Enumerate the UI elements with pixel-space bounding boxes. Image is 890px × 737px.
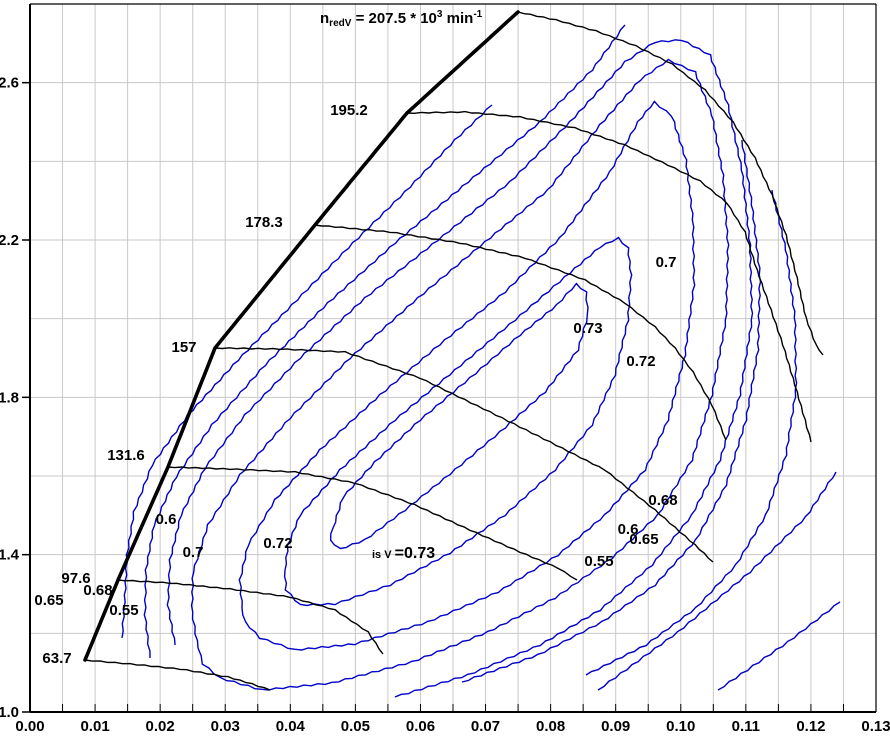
speed-line-157 xyxy=(214,347,714,563)
speed-line-labels: 63.7 97.6 131.6 157 178.3 195.2 xyxy=(42,102,367,667)
x-tick-label: 0.12 xyxy=(796,718,825,735)
efficiency-label-0.6: 0.6 xyxy=(156,511,177,528)
efficiency-contour-outer xyxy=(597,471,837,691)
y-tick-label: 1.8 xyxy=(0,389,19,406)
efficiency-definition-label: is V =0.73 xyxy=(372,545,435,562)
y-tick-label: 1.0 xyxy=(0,704,19,721)
efficiency-contour-0.6 xyxy=(461,139,762,683)
efficiency-contours xyxy=(121,24,841,698)
x-tick-label: 0.04 xyxy=(276,718,306,735)
x-tick-label: 0.10 xyxy=(666,718,695,735)
efficiency-label-0.72: 0.72 xyxy=(626,353,655,370)
x-tick-label: 0.09 xyxy=(601,718,630,735)
speed-line-178.3 xyxy=(314,224,727,441)
speed-lines xyxy=(84,11,824,691)
speed-label-63.7: 63.7 xyxy=(42,650,71,667)
speed-label-195.2: 195.2 xyxy=(330,102,368,119)
speed-line-195.2 xyxy=(406,110,812,443)
x-tick-label: 0.05 xyxy=(341,718,370,735)
efficiency-label-0.68: 0.68 xyxy=(648,492,677,509)
efficiency-contour-outer xyxy=(717,601,841,691)
efficiency-contour-0.65 xyxy=(166,39,754,698)
chart-title: nredV = 207.5 * 103 min-1 xyxy=(320,9,483,29)
efficiency-label-0.55: 0.55 xyxy=(109,602,138,619)
speed-line-63.7 xyxy=(84,659,271,691)
efficiency-label-0.65: 0.65 xyxy=(34,592,63,609)
efficiency-contour-0.55 xyxy=(121,104,493,639)
efficiency-label-0.55: 0.55 xyxy=(584,553,613,570)
x-tick-label: 0.06 xyxy=(406,718,435,735)
x-tick-label: 0.08 xyxy=(536,718,565,735)
speed-label-157: 157 xyxy=(171,339,196,356)
surge-line xyxy=(83,10,520,662)
efficiency-contour-0.7 xyxy=(238,100,696,651)
y-tick-label: 1.4 xyxy=(0,547,20,564)
speed-label-178.3: 178.3 xyxy=(245,214,283,231)
x-tick-label: 0.01 xyxy=(80,718,109,735)
efficiency-contour-0.55 xyxy=(585,189,798,676)
efficiency-contour-0.72 xyxy=(283,236,633,607)
x-tick-label: 0.03 xyxy=(211,718,240,735)
grid xyxy=(30,4,876,712)
x-tick-label: 0.11 xyxy=(732,718,760,735)
efficiency-label-0.73: 0.73 xyxy=(573,320,602,337)
speed-line-97.6 xyxy=(117,579,384,655)
efficiency-label-0.65: 0.65 xyxy=(629,531,658,548)
x-tick-label: 0.13 xyxy=(861,718,890,735)
efficiency-label-0.6: 0.6 xyxy=(618,521,639,538)
speed-label-131.6: 131.6 xyxy=(107,447,145,464)
efficiency-contour-0.68 xyxy=(190,58,730,691)
x-tick-label: 0.00 xyxy=(15,718,44,735)
efficiency-label-0.7: 0.7 xyxy=(183,544,204,561)
y-tick-label: 2.6 xyxy=(0,75,19,92)
y-tick-label: 2.2 xyxy=(0,232,19,249)
efficiency-label-0.68: 0.68 xyxy=(83,582,112,599)
efficiency-contour-0.6 xyxy=(143,24,626,659)
x-tick-label: 0.02 xyxy=(146,718,175,735)
efficiency-labels: 0.65 0.68 0.55 0.6 0.7 0.72 0.73 0.72 0.7 0.68 0.6… xyxy=(34,254,677,619)
efficiency-contour-0.73 xyxy=(329,282,589,550)
axes: 0.00 0.01 0.02 0.03 0.04 0.05 0.06 0.07 0.08 0.09… xyxy=(0,3,890,735)
x-tick-label: 0.07 xyxy=(471,718,500,735)
efficiency-label-0.7: 0.7 xyxy=(656,254,677,271)
efficiency-label-0.72: 0.72 xyxy=(263,535,292,552)
speed-line-131.6 xyxy=(167,466,578,581)
speed-line-207.5 xyxy=(517,11,824,356)
speed-label-97.6: 97.6 xyxy=(61,570,90,587)
